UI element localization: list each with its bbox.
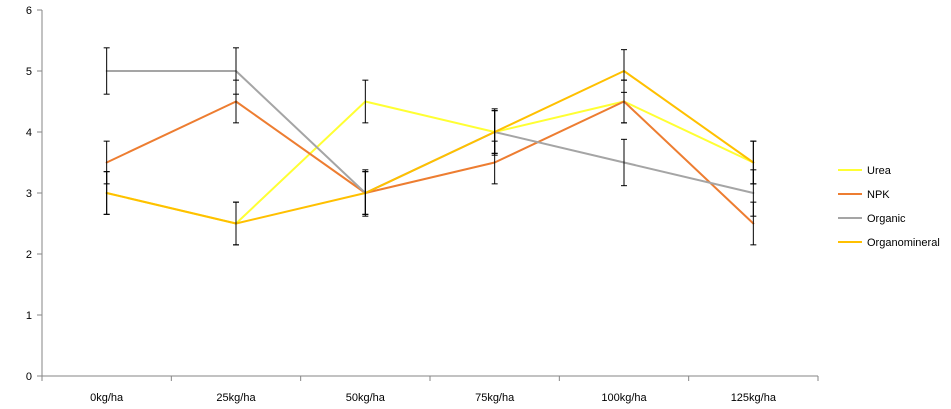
- error-bar: [362, 79, 369, 124]
- y-tick-label: 2: [26, 249, 32, 261]
- x-tick-label: 125kg/ha: [731, 392, 777, 404]
- error-bars: [103, 47, 757, 246]
- y-tick-label: 6: [26, 5, 32, 17]
- x-tick-label: 75kg/ha: [475, 392, 515, 404]
- error-bar: [362, 171, 369, 215]
- error-bar: [491, 110, 498, 154]
- y-tick-label: 0: [26, 371, 32, 383]
- series-line-npk: [105, 100, 755, 225]
- legend-label: Urea: [867, 165, 892, 177]
- legend-label: Organic: [867, 213, 906, 225]
- error-bar: [103, 47, 110, 95]
- y-tick-label: 3: [26, 188, 32, 200]
- legend-label: Organomineral: [867, 237, 940, 249]
- axes: 0 1 2 3 4 5 6 0kg/ha 25kg/ha 50kg/ha 75kg/ha 100kg/…: [26, 5, 819, 404]
- error-bar: [233, 201, 239, 246]
- error-bar: [750, 140, 757, 185]
- x-tick-label: 100kg/ha: [601, 392, 647, 404]
- legend-item-organic: Organic: [838, 213, 906, 225]
- legend-label: NPK: [867, 189, 890, 201]
- legend: Urea NPK Organic Organomineral: [838, 165, 940, 249]
- legend-item-organomineral: Organomineral: [838, 237, 940, 249]
- series-lines: [105, 70, 755, 225]
- legend-item-urea: Urea: [838, 165, 892, 177]
- y-tick-label: 4: [26, 127, 32, 139]
- x-tick-label: 0kg/ha: [90, 392, 124, 404]
- error-bar: [103, 171, 110, 215]
- error-bar: [621, 49, 627, 93]
- legend-item-npk: NPK: [838, 189, 890, 201]
- x-tick-label: 50kg/ha: [346, 392, 386, 404]
- x-tick-label: 25kg/ha: [216, 392, 256, 404]
- y-tick-label: 5: [26, 66, 32, 78]
- error-bar: [233, 47, 239, 95]
- y-tick-label: 1: [26, 310, 32, 322]
- error-bar: [621, 138, 627, 187]
- series-line-organomineral: [105, 70, 755, 225]
